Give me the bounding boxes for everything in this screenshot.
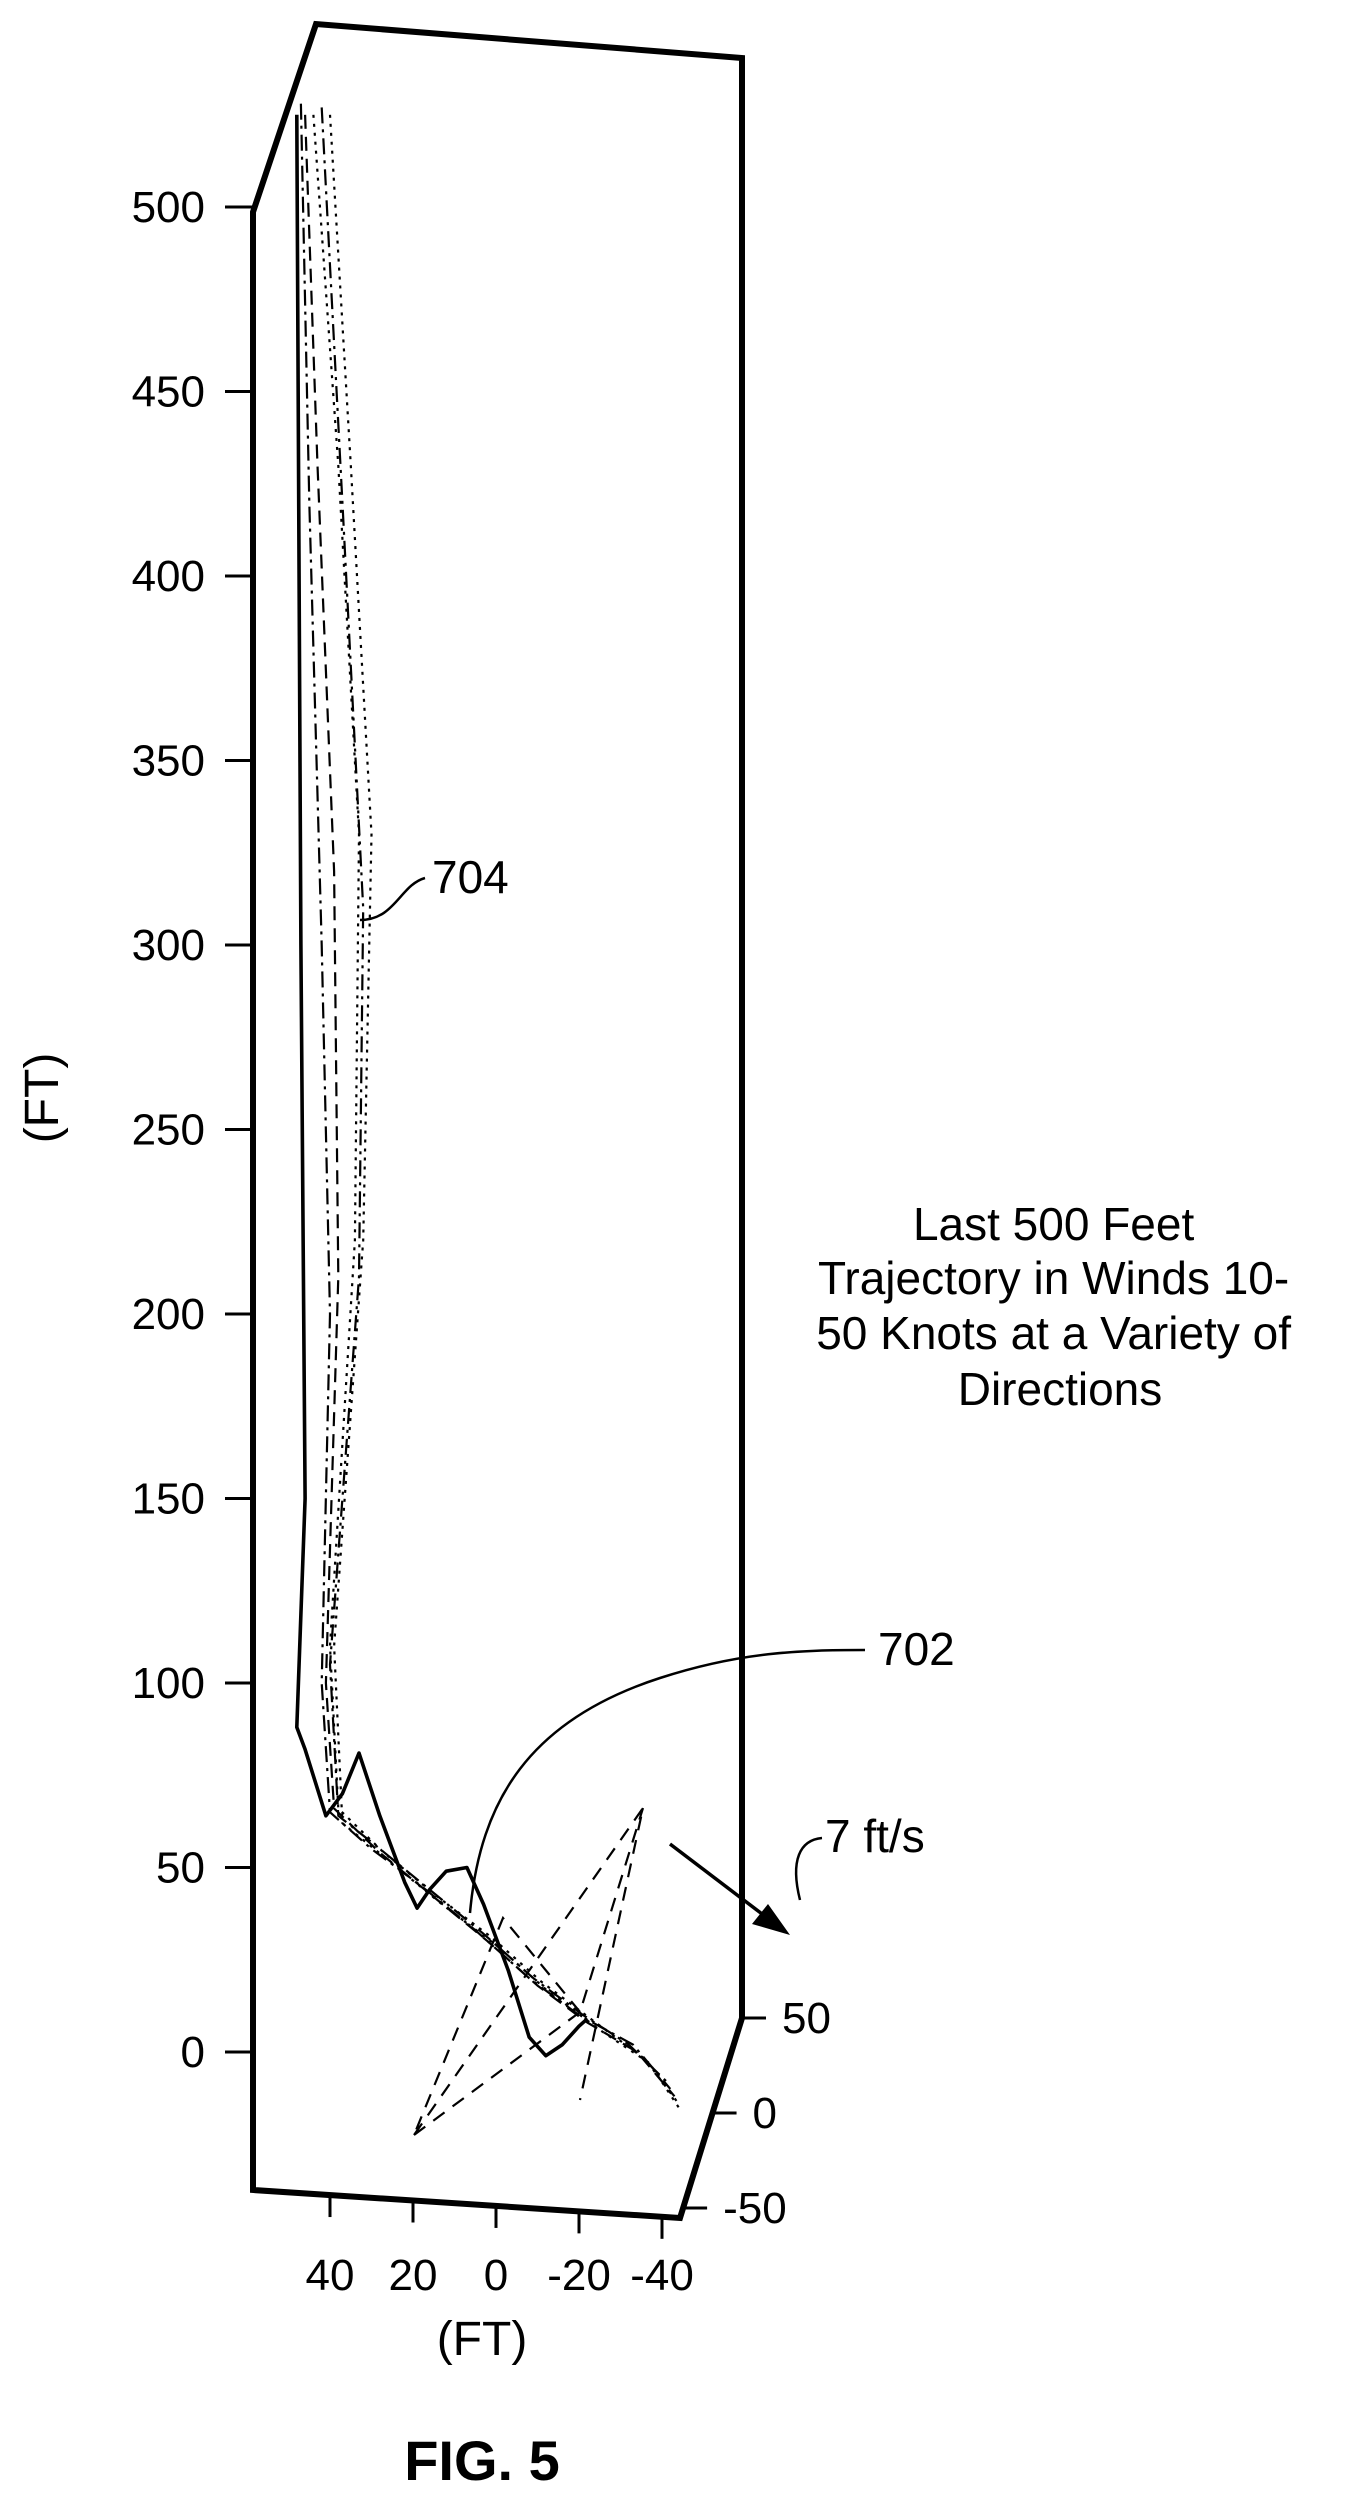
y-tick-label: 50 [782, 1994, 831, 2043]
unguided-trajectory-line [320, 107, 672, 2086]
y-tick-label: 0 [753, 2089, 777, 2138]
callout-704-leader [359, 876, 426, 922]
callout-704-label: 704 [432, 851, 509, 903]
unguided-trajectory-line [312, 114, 680, 2105]
z-tick-label: 200 [132, 1290, 205, 1339]
x-tick-label: 40 [306, 2251, 355, 2300]
box-frame [250, 20, 745, 2222]
chart-annotation: Last 500 Feet Trajectory in Winds 10- 50… [816, 1198, 1304, 1415]
x-axis-ticks: 40 20 0 -20 -40 [306, 2195, 694, 2300]
z-tick-label: 250 [132, 1106, 205, 1155]
wind-arrow [668, 1842, 790, 1935]
y-axis-ticks: 500 -50 [683, 1994, 831, 2233]
z-tick-label: 50 [156, 1844, 205, 1893]
guided-trajectory-line [295, 114, 589, 2058]
callout-702-label: 702 [878, 1623, 955, 1675]
ground-plane-outline [412, 1807, 645, 2136]
x-tick-label: 20 [389, 2251, 438, 2300]
x-tick-label: 0 [484, 2251, 508, 2300]
unguided-trajectory-line [328, 114, 680, 2108]
y-tick-label: -50 [723, 2184, 787, 2233]
annotation-line-4: Directions [958, 1363, 1163, 1415]
z-tick-label: 150 [132, 1475, 205, 1524]
z-tick-label: 300 [132, 921, 205, 970]
x-tick-label: -20 [547, 2251, 611, 2300]
x-axis-label: (FT) [437, 2313, 528, 2366]
z-tick-label: 350 [132, 737, 205, 786]
annotation-line-2: Trajectory in Winds 10- [818, 1252, 1289, 1304]
wind-callout-leader [794, 1836, 823, 1901]
annotation-line-3: 50 Knots at a Variety of [816, 1307, 1291, 1359]
callout-702-leader [468, 1648, 866, 1914]
z-tick-label: 500 [132, 183, 205, 232]
z-tick-label: 0 [181, 2028, 205, 2077]
z-tick-label: 450 [132, 368, 205, 417]
wind-callout-label: 7 ft/s [825, 1810, 925, 1862]
z-tick-label: 100 [132, 1659, 205, 1708]
z-tick-label: 400 [132, 552, 205, 601]
trajectory-series [295, 103, 680, 2108]
z-axis-label: (FT) [16, 1053, 69, 1144]
annotation-line-1: Last 500 Feet [913, 1198, 1195, 1250]
x-tick-label: -40 [630, 2251, 694, 2300]
figure-label: FIG. 5 [404, 2429, 560, 2492]
unguided-trajectory-line [304, 114, 676, 2098]
